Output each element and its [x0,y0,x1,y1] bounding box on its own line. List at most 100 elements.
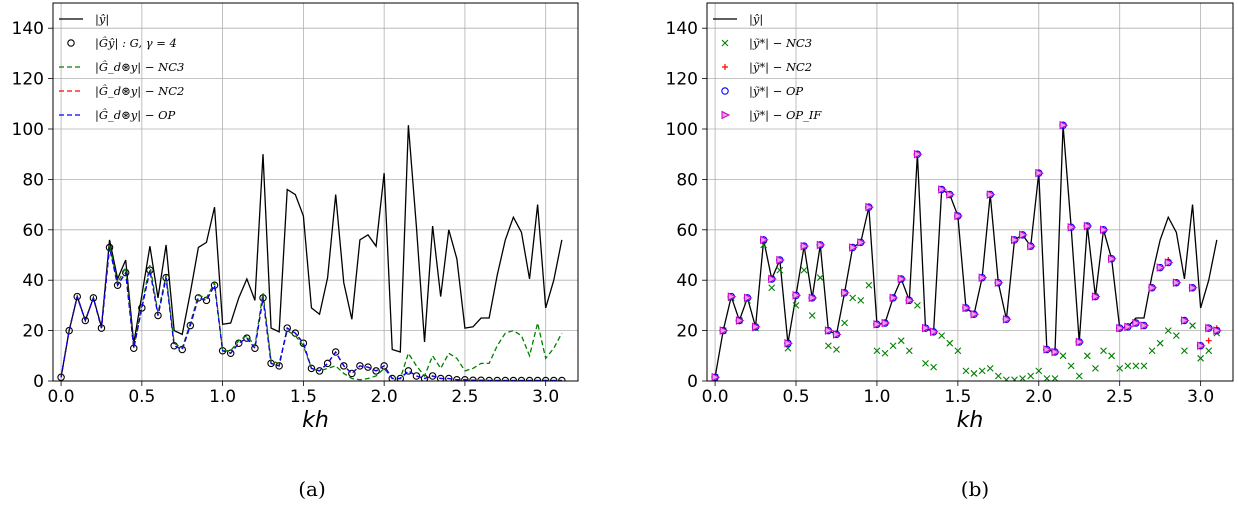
plot-area [711,120,1222,381]
series-1-point [1148,347,1156,355]
series-4-point [800,241,810,251]
series-1-point [881,349,889,357]
legend: |ŷ| |Ĝŷ| : G, γ = 4 |Ĝ_d⊛y| − NC3 |Ĝ_d⊛y| −… [59,12,184,123]
y-tick-label: 80 [22,170,44,190]
series-1-point [97,324,106,332]
series-1-point [1075,372,1083,380]
legend-swatch [721,39,729,47]
series-1 [711,241,1221,381]
series-1-point [1100,347,1107,355]
series-1-point [1197,354,1205,362]
series-4-point [768,274,777,284]
y-tick-label: 20 [676,322,698,342]
legend: |ŷ| |ỹ*| − NC3 |ỹ*| − NC2 |ỹ*| − OP |ỹ*| − O… [713,12,822,123]
chart-panel-a: 0.0 0.5 1.0 1.5 2.0 2.5 3.0 0 20 40 60 80 100 120 140 k… [12,2,579,433]
series-4-point [921,323,931,333]
series-4-point [841,288,850,298]
series-1-point [1092,365,1099,372]
series-4-point [889,293,899,303]
series-1-point [299,339,308,347]
series-1-point [1011,376,1018,381]
series-1-point [1027,372,1035,380]
series-1-point [1059,352,1067,360]
series-4-point [760,235,769,245]
series-1-point [550,376,558,381]
legend-label: |ỹ*| − NC2 [749,60,812,75]
series-4-point [727,292,737,301]
series-1-point [1067,362,1075,370]
series-1-point [1019,375,1026,381]
series-1-point [485,376,493,381]
y-tick-label: 120 [666,70,698,90]
grid-lines [53,3,578,382]
series-1-point [833,346,840,353]
series-4-point [1051,347,1061,357]
series-4-point [978,273,988,282]
series-4-point [1100,225,1109,235]
series-1-point [1043,375,1051,381]
series-4-point [1189,283,1198,293]
series-4-point [1108,254,1117,264]
series-4-point [930,327,939,337]
series-4-point [1011,235,1020,245]
series-4-point [938,185,947,194]
series-4-point [913,149,923,159]
legend-swatch [721,110,731,120]
series-4-point [954,211,963,221]
series-0-line [60,125,563,378]
series-1-point [914,302,921,309]
series-1-point [283,324,291,332]
series-1-point [81,316,90,325]
series-1-point [340,362,348,370]
series-4-point [792,291,802,300]
series-1-point [1140,362,1148,370]
series-1-point [824,342,832,350]
series-1-point [323,359,332,368]
series-4-point [849,243,858,252]
series-1-point [348,369,356,378]
series-1-point [1181,347,1188,355]
series-4-point [873,319,883,329]
legend-swatch [721,87,729,95]
series-4-point [1148,283,1158,293]
series-1-point [404,367,413,375]
series-1-point [808,312,816,319]
series-4-point [1083,221,1093,231]
series-1-point [315,367,324,375]
series-1-point [889,342,897,350]
series-1-point [1205,347,1213,355]
series-4-point [1059,120,1069,130]
x-tick-label: 2.0 [371,387,398,407]
series-0 [60,125,563,378]
series-1-point [938,332,946,340]
legend-label: |Ĝ_d⊛y| − OP [95,108,176,123]
series-4-point [752,322,761,332]
series-4-point [1091,292,1101,301]
series-4-point [905,296,915,305]
legend-label: |ŷ| [749,12,763,27]
series-4-point [816,240,826,250]
series-4 [711,120,1222,381]
y-tick-label: 60 [22,221,44,241]
series-1-point [873,347,881,355]
series-1-point [1189,322,1196,329]
panel-caption-a: (a) [298,477,326,501]
series-4-point [1180,316,1190,325]
series-1-point [1035,367,1043,375]
series-4-point [1035,168,1044,178]
series-1-point [768,284,776,292]
series-1-point [428,372,437,380]
series-1-point [1156,339,1164,347]
x-tick-label: 0.0 [702,387,729,407]
series-4-point [1205,323,1214,333]
series-4-point [719,326,729,335]
y-tick-label: 140 [666,19,698,39]
x-tick-label: 2.0 [1025,387,1052,407]
series-4-point [897,274,907,284]
series-1-point [1083,352,1091,360]
y-tick-label: 100 [12,120,44,140]
series-1-point [954,347,962,355]
y-tick-label: 140 [12,19,44,39]
series-4-point [994,278,1004,288]
